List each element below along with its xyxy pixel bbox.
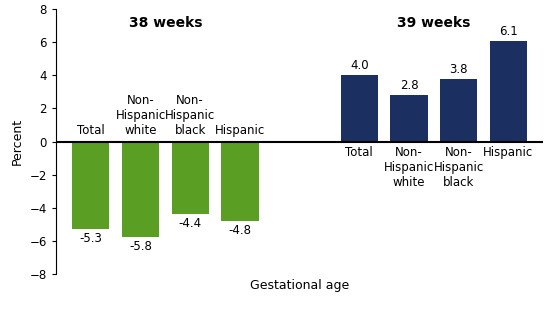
Text: 2.8: 2.8	[400, 79, 418, 92]
Text: Non-
Hispanic
white: Non- Hispanic white	[384, 146, 434, 189]
X-axis label: Gestational age: Gestational age	[250, 279, 349, 292]
Text: 6.1: 6.1	[499, 25, 518, 38]
Text: -4.8: -4.8	[228, 224, 251, 237]
Text: 3.8: 3.8	[450, 63, 468, 76]
Text: -4.4: -4.4	[179, 217, 202, 230]
Text: 39 weeks: 39 weeks	[397, 16, 470, 30]
Text: Non-
Hispanic
black: Non- Hispanic black	[165, 94, 216, 137]
Text: Total: Total	[346, 146, 373, 159]
Text: Total: Total	[77, 124, 105, 137]
Y-axis label: Percent: Percent	[11, 118, 24, 165]
Bar	[122, 142, 159, 237]
Bar	[390, 95, 428, 142]
Text: 38 weeks: 38 weeks	[129, 16, 202, 30]
Bar	[72, 142, 109, 229]
Text: 4.0: 4.0	[350, 59, 368, 72]
Text: Non-
Hispanic
white: Non- Hispanic white	[115, 94, 166, 137]
Text: -5.3: -5.3	[80, 232, 102, 245]
Text: Hispanic: Hispanic	[215, 124, 265, 137]
Bar	[440, 79, 477, 142]
Bar	[490, 41, 527, 142]
Bar	[340, 75, 378, 142]
Bar	[221, 142, 259, 221]
Text: Non-
Hispanic
black: Non- Hispanic black	[433, 146, 484, 189]
Text: -5.8: -5.8	[129, 240, 152, 253]
Text: Hispanic: Hispanic	[483, 146, 534, 159]
Bar	[171, 142, 209, 214]
